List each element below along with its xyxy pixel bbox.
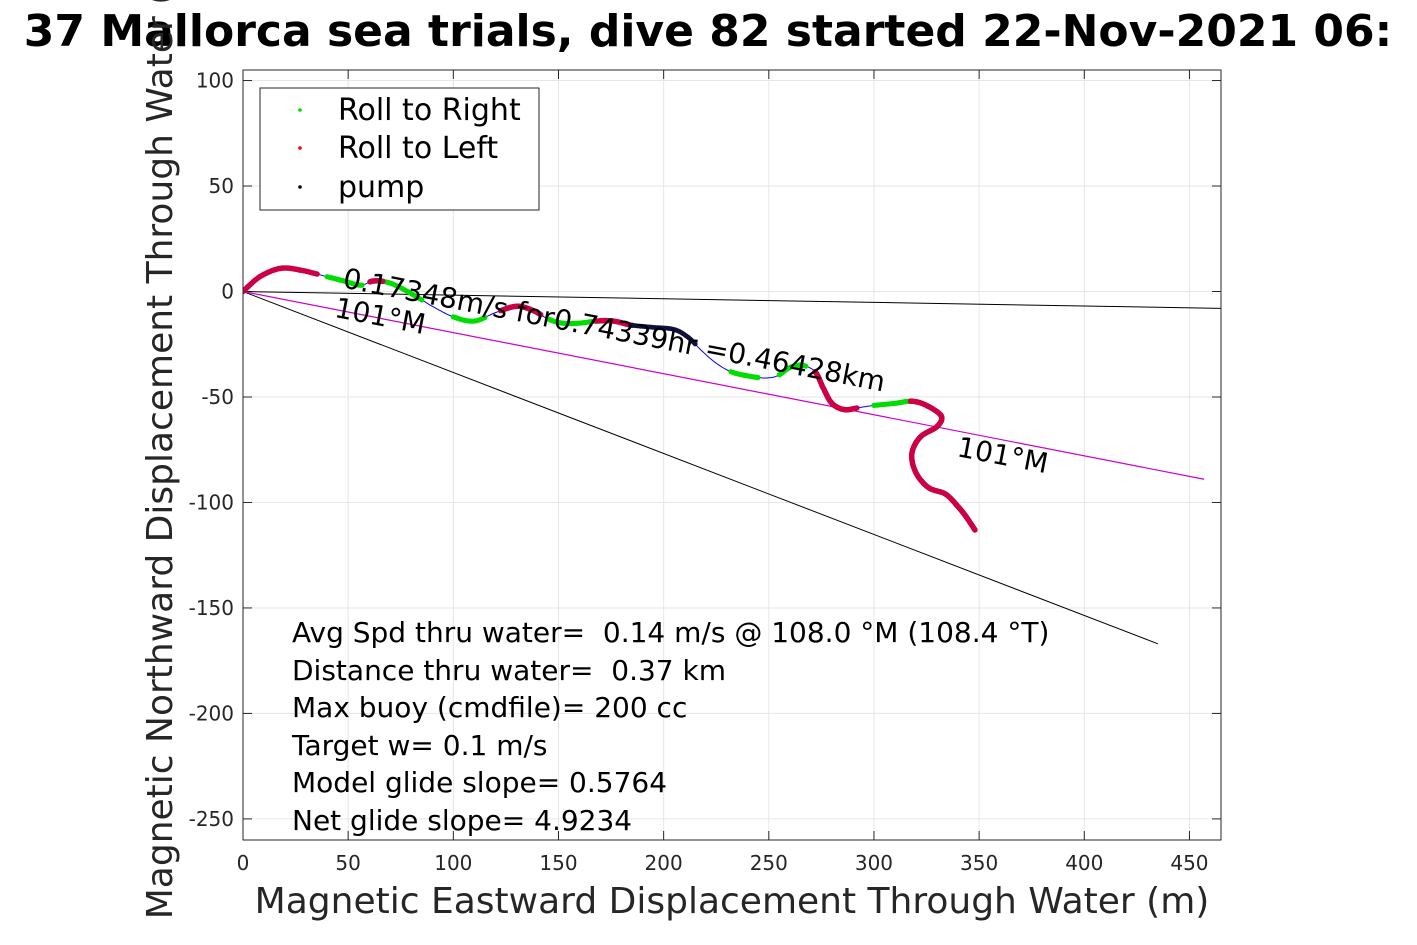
roll-right-marker [482, 314, 488, 321]
legend-label-roll-right: Roll to Right [338, 93, 521, 128]
x-axis-label: Magnetic Eastward Displacement Through W… [255, 881, 1210, 922]
legend-marker-roll-right [298, 108, 302, 112]
y-axis-label: Magnetic Northward Displacement Through … [140, 0, 181, 919]
legend-box [259, 87, 540, 211]
stats-block: Avg Spd thru water= 0.14 m/s @ 108.0 °M … [291, 616, 1049, 837]
x-tick-label: 100 [434, 851, 472, 875]
roll-right-marker [803, 363, 809, 369]
stat-model-glide-slope: Model glide slope= 0.5764 [292, 766, 667, 799]
roll-left-marker [314, 271, 320, 277]
y-tick-label: -250 [189, 807, 234, 831]
x-tick-label: 350 [960, 851, 998, 875]
roll-left-marker [972, 527, 978, 533]
legend-label-pump: pump [338, 170, 424, 205]
y-tick-label: -150 [189, 596, 234, 620]
plot-frame [242, 69, 1222, 841]
stat-distance: Distance thru water= 0.37 km [292, 654, 726, 687]
stat-max-buoy: Max buoy (cmdfile)= 200 cc [292, 691, 687, 724]
heading-line [243, 291, 1221, 309]
roll-left-marker [379, 278, 386, 285]
pump-marker [692, 341, 698, 347]
legend-marker-pump [298, 185, 302, 189]
y-tick-label: 50 [209, 174, 234, 198]
roll-left-marker [854, 405, 860, 411]
roll-markers [243, 265, 978, 533]
y-tick-label: 0 [221, 280, 234, 304]
legend: Roll to Right Roll to Left pump [259, 87, 540, 211]
x-tick-label: 0 [237, 851, 250, 875]
stat-net-glide-slope: Net glide slope= 4.9234 [292, 804, 632, 837]
y-tick-label: -200 [189, 701, 234, 725]
target-line [243, 290, 1205, 480]
x-tick-label: 400 [1065, 851, 1103, 875]
heading-line-2 [243, 291, 1159, 645]
y-tick-label: 100 [196, 69, 234, 93]
x-tick-label: 50 [335, 851, 360, 875]
stat-target-w: Target w= 0.1 m/s [291, 729, 548, 762]
legend-marker-roll-left [298, 146, 302, 150]
x-tick-label: 150 [539, 851, 577, 875]
roll-right-marker [359, 282, 365, 288]
chart-title: 37 Mallorca sea trials, dive 82 started … [24, 6, 1392, 57]
x-tick-label: 200 [645, 851, 683, 875]
stat-avg-speed: Avg Spd thru water= 0.14 m/s @ 108.0 °M … [292, 616, 1049, 649]
y-tick-label: -50 [201, 385, 234, 409]
roll-right-marker [419, 297, 425, 303]
x-tick-label: 300 [855, 851, 893, 875]
x-tick-label: 250 [750, 851, 788, 875]
legend-label-roll-left: Roll to Left [338, 131, 498, 166]
roll-right-marker [755, 374, 761, 381]
y-tick-label: -100 [189, 490, 234, 514]
reference-lines [243, 290, 1221, 645]
roll-left-marker [537, 311, 544, 318]
x-tick-label: 450 [1170, 851, 1208, 875]
